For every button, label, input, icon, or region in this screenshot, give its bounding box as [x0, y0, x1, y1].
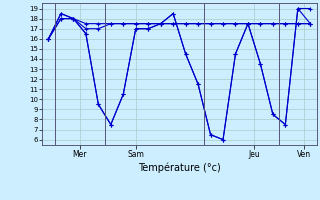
X-axis label: Température (°c): Température (°c) [138, 162, 221, 173]
